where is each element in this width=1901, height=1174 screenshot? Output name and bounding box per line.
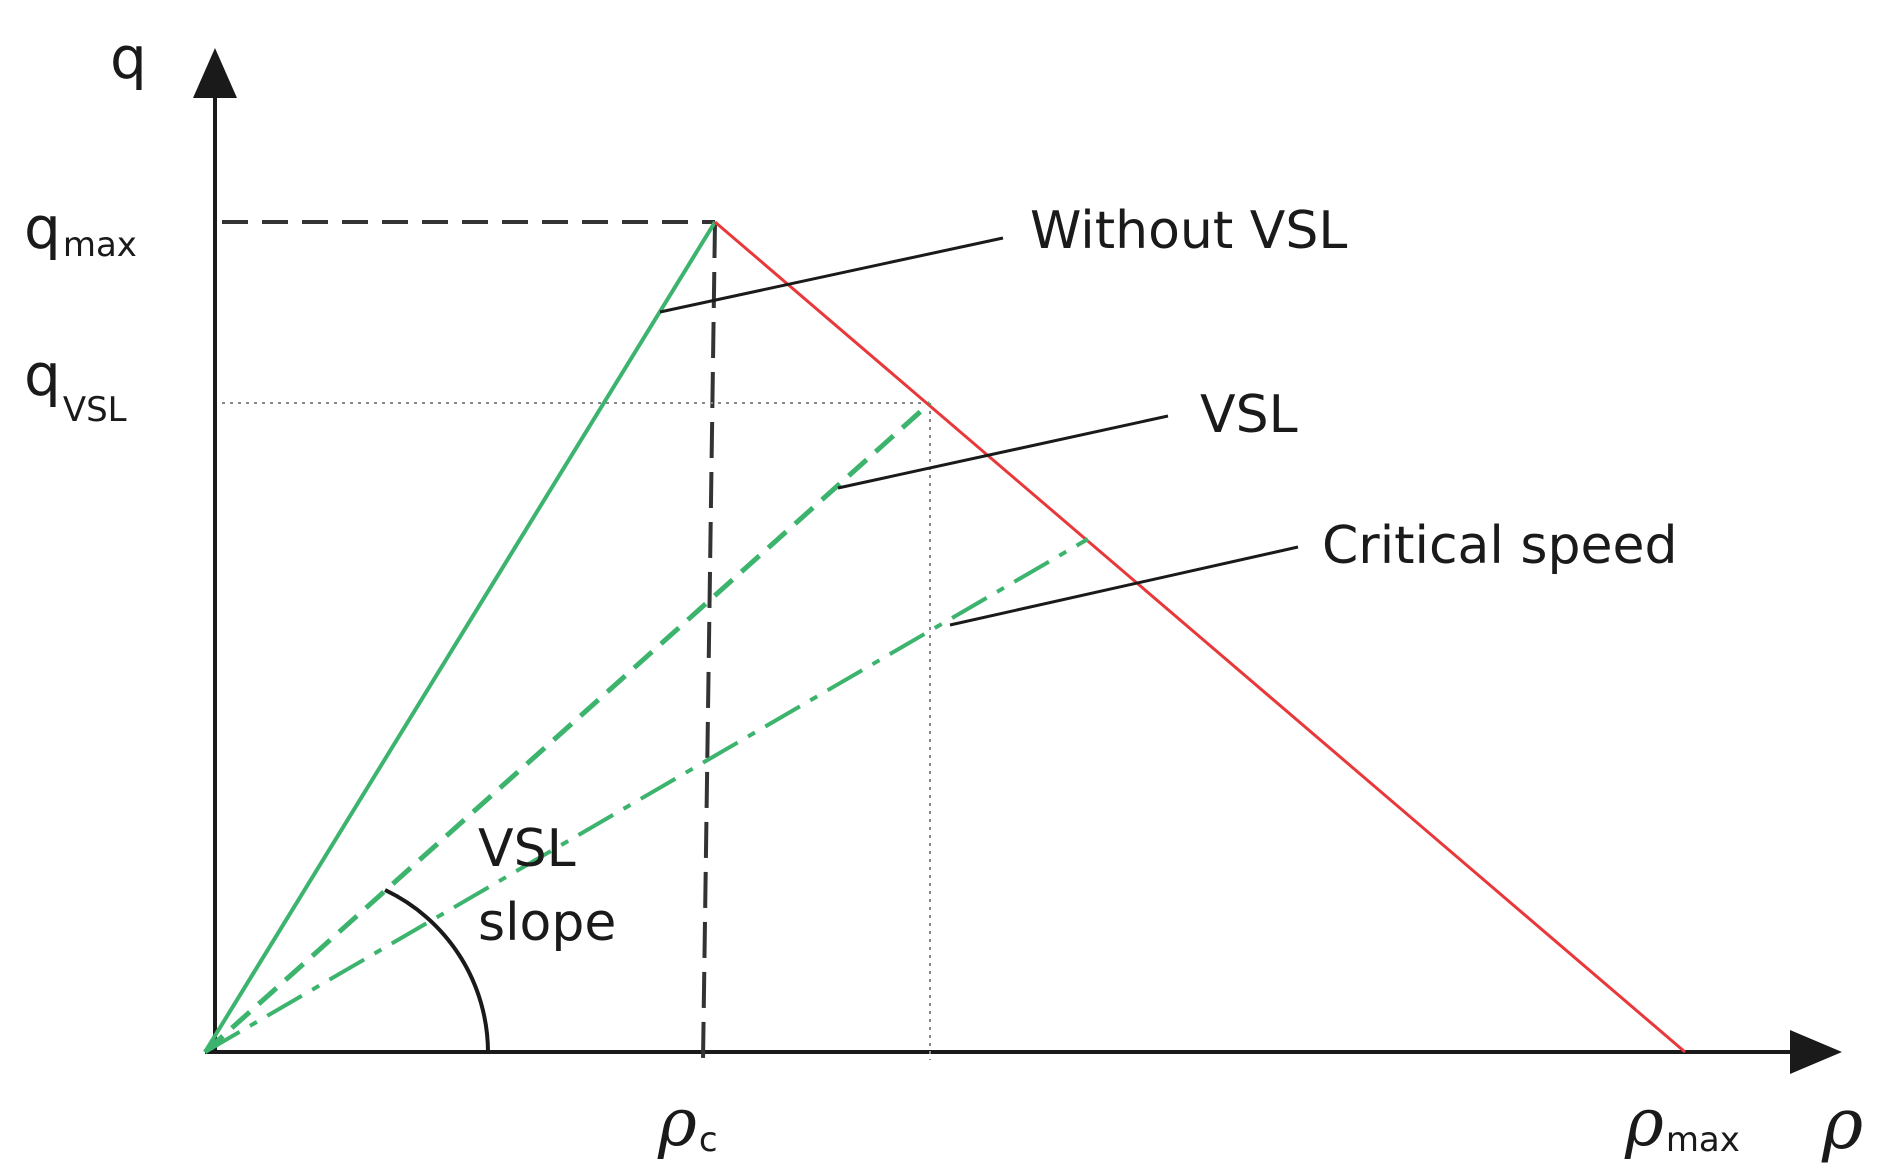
- qmax-tick-label: qmax: [24, 194, 137, 265]
- qmax-sub: max: [63, 225, 137, 265]
- critical-speed-dashdot-line: [203, 537, 1090, 1054]
- rho-max-main: ρ: [1624, 1084, 1664, 1161]
- y-axis-label: q: [110, 24, 147, 92]
- congested-branch-line: [714, 220, 1686, 1054]
- x-axis-arrowhead: [1790, 1030, 1842, 1074]
- qvsl-tick-label: qVSL: [24, 341, 127, 430]
- vsl-dashed-line: [203, 401, 932, 1054]
- rho-max-tick-label: ρmax: [1624, 1084, 1740, 1161]
- vsl-slope-angle-arc: [384, 888, 490, 1053]
- rho-c-tick-label: ρc: [657, 1084, 718, 1161]
- rho-c-main: ρ: [657, 1084, 697, 1161]
- free-flow-branch-line: [203, 220, 717, 1054]
- qvsl-main: q: [24, 341, 61, 409]
- x-axis-label: ρ: [1821, 1083, 1863, 1165]
- vsl-leader-line: [837, 414, 1169, 490]
- critical-speed-leader-line: [949, 545, 1299, 627]
- vsl-slope-annotation-line2: slope: [478, 893, 616, 953]
- vsl-slope-annotation-line1: VSL: [478, 819, 576, 879]
- without-vsl-leader-line: [659, 236, 1004, 314]
- rho-c-sub: c: [699, 1120, 718, 1160]
- rho-c-dashed-guide: [701, 221, 717, 1061]
- qvsl-sub: VSL: [63, 390, 127, 430]
- vsl-annotation: VSL: [1200, 385, 1298, 445]
- y-axis-arrowhead: [193, 48, 237, 98]
- qmax-main: q: [24, 194, 61, 262]
- critical-speed-annotation: Critical speed: [1322, 516, 1678, 576]
- without-vsl-annotation: Without VSL: [1030, 201, 1347, 261]
- rho-max-sub: max: [1666, 1120, 1740, 1160]
